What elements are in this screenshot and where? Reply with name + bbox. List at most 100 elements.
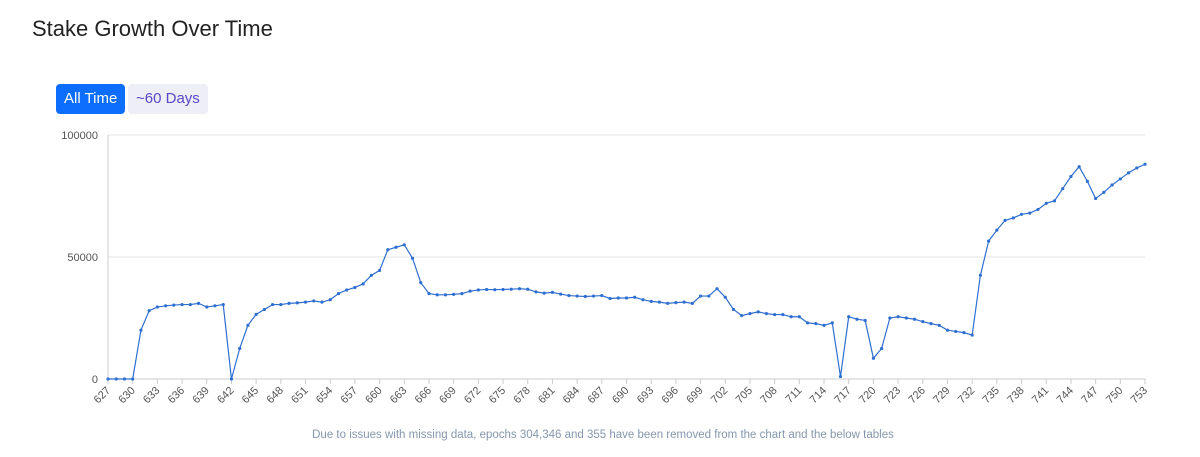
data-point: [715, 287, 719, 291]
x-tick-label: 696: [660, 385, 681, 406]
x-tick-label: 648: [264, 385, 285, 406]
x-tick-label: 672: [462, 385, 483, 406]
data-point: [410, 256, 415, 260]
data-point: [131, 377, 135, 381]
range-button[interactable]: ~60 Days: [128, 84, 208, 114]
data-point: [271, 302, 275, 307]
data-point: [567, 293, 571, 298]
data-point: [196, 301, 201, 305]
data-point: [880, 346, 884, 351]
data-point: [1110, 183, 1114, 187]
data-point: [929, 322, 933, 326]
x-tick-label: 645: [240, 385, 261, 406]
data-point: [789, 315, 793, 319]
data-point: [723, 295, 727, 299]
data-point: [377, 268, 382, 273]
data-point: [624, 296, 629, 300]
data-point: [657, 300, 662, 304]
data-point: [937, 323, 941, 327]
data-point: [822, 323, 826, 327]
data-point: [147, 309, 151, 313]
x-tick-label: 669: [437, 385, 458, 406]
x-tick-label: 741: [1030, 385, 1051, 406]
data-point: [1126, 171, 1131, 175]
x-tick-label: 627: [92, 385, 113, 406]
data-point: [633, 295, 637, 299]
data-point: [863, 318, 867, 323]
x-tick-label: 735: [981, 385, 1002, 406]
data-point: [666, 301, 670, 305]
data-line: [108, 163, 1146, 380]
y-tick-label: 0: [92, 374, 98, 386]
x-tick-label: 681: [536, 385, 557, 406]
data-point: [238, 346, 242, 351]
y-tick-label: 50000: [67, 252, 98, 264]
data-point: [1011, 216, 1015, 220]
data-point: [707, 294, 711, 298]
data-point: [526, 287, 530, 291]
data-point: [731, 307, 736, 312]
x-tick-label: 732: [956, 385, 977, 406]
data-point: [1118, 177, 1122, 181]
data-point: [1052, 199, 1057, 203]
x-tick-label: 690: [610, 385, 631, 406]
data-point: [336, 292, 341, 296]
data-point: [649, 299, 653, 304]
data-point: [608, 296, 612, 301]
data-point: [1135, 166, 1139, 170]
data-point: [180, 302, 184, 307]
range-button[interactable]: All Time: [56, 84, 126, 114]
data-point: [312, 299, 316, 303]
x-tick-label: 675: [487, 385, 508, 406]
data-point: [221, 302, 225, 307]
x-tick-label: 654: [314, 385, 335, 406]
data-point: [361, 282, 365, 286]
data-point: [452, 292, 456, 296]
data-point: [1019, 212, 1024, 216]
data-point: [559, 292, 563, 296]
data-point: [303, 300, 308, 304]
data-point: [460, 292, 464, 296]
data-point: [954, 329, 958, 334]
x-tick-label: 633: [141, 385, 162, 406]
data-point: [542, 291, 546, 295]
x-tick-label: 747: [1079, 385, 1100, 406]
data-point: [188, 302, 192, 307]
x-tick-label: 639: [190, 385, 211, 406]
data-point: [1094, 196, 1098, 201]
data-point: [871, 356, 876, 360]
data-point: [254, 312, 258, 316]
data-point: [575, 294, 579, 298]
data-point: [904, 316, 908, 320]
x-tick-label: 750: [1104, 385, 1125, 406]
data-point: [855, 317, 859, 321]
page-title: Stake Growth Over Time: [32, 16, 273, 41]
data-point: [1069, 174, 1073, 179]
x-tick-label: 651: [289, 385, 310, 406]
data-point: [172, 303, 176, 307]
data-point: [962, 331, 966, 335]
data-point: [1036, 207, 1040, 212]
data-point: [517, 287, 522, 291]
data-point: [847, 315, 851, 319]
data-point: [690, 301, 694, 305]
data-point: [122, 377, 127, 381]
data-point: [402, 243, 406, 247]
data-point: [748, 312, 752, 316]
data-point: [1102, 190, 1106, 194]
data-point: [320, 300, 324, 304]
data-point: [419, 281, 423, 285]
data-point: [756, 310, 760, 314]
data-point: [797, 315, 801, 319]
data-point: [1003, 218, 1007, 222]
x-tick-label: 636: [166, 385, 187, 406]
data-point: [328, 298, 332, 302]
data-point: [1028, 211, 1032, 215]
x-tick-label: 714: [808, 385, 829, 406]
x-tick-label: 657: [339, 385, 360, 406]
data-point: [139, 328, 143, 332]
x-tick-label: 723: [882, 385, 903, 406]
data-point: [287, 301, 291, 305]
data-point: [1085, 179, 1089, 183]
